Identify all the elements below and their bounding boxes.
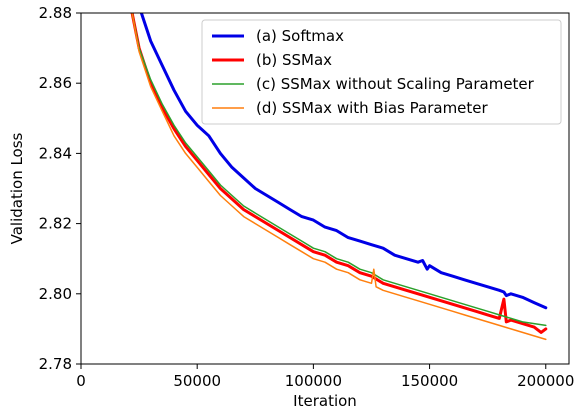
series-layer bbox=[130, 13, 548, 341]
series-line-1 bbox=[139, 13, 548, 310]
y-tick-label: 2.78 bbox=[39, 355, 72, 373]
y-tick-label: 2.88 bbox=[39, 4, 72, 22]
y-tick-label: 2.80 bbox=[39, 285, 72, 303]
y-tick-label: 2.84 bbox=[39, 144, 72, 162]
legend-label-1: (a) Softmax bbox=[256, 27, 344, 45]
series-line-2 bbox=[130, 13, 548, 334]
legend: (a) Softmax (b) SSMax (c) SSMax without Sc… bbox=[201, 19, 562, 125]
legend-label-2: (b) SSMax bbox=[256, 51, 332, 69]
x-tick-label: 150000 bbox=[401, 372, 458, 390]
series-line-4 bbox=[131, 13, 547, 341]
axes-layer: 0 50000 100000 150000 200000 2.78 2.80 2.82 2.84… bbox=[8, 4, 574, 410]
y-axis-label: Validation Loss bbox=[8, 132, 26, 244]
plot-frame bbox=[80, 12, 570, 365]
x-tick-label: 200000 bbox=[517, 372, 574, 390]
x-axis-label: Iteration bbox=[293, 392, 357, 410]
x-tick-label: 100000 bbox=[285, 372, 342, 390]
legend-label-3: (c) SSMax without Scaling Parameter bbox=[256, 75, 535, 93]
y-tick-label: 2.86 bbox=[39, 74, 72, 92]
legend-label-4: (d) SSMax with Bias Parameter bbox=[256, 99, 489, 117]
x-tick-label: 50000 bbox=[173, 372, 221, 390]
legend-box bbox=[201, 19, 562, 125]
x-tick-label: 0 bbox=[76, 372, 86, 390]
series-line-3 bbox=[131, 13, 547, 327]
y-tick-label: 2.82 bbox=[39, 215, 72, 233]
